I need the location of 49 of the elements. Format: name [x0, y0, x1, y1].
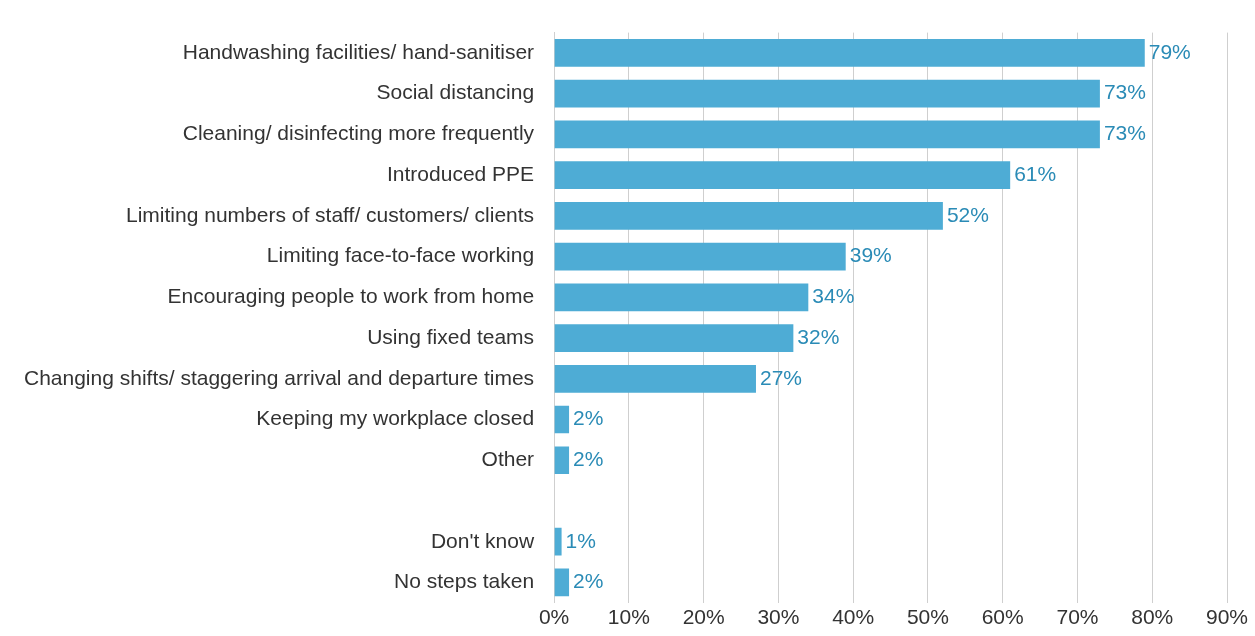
x-tick-label: 80%	[1131, 605, 1174, 629]
x-tick-label: 0%	[538, 605, 570, 629]
x-tick-label: 70%	[1056, 605, 1099, 629]
bar	[554, 364, 756, 393]
y-tick-label: Using fixed teams	[367, 324, 535, 348]
text: 27%	[759, 365, 803, 389]
bar	[554, 39, 1145, 67]
y-tick-label: Handwashing facilities/ hand-sanitiser	[182, 39, 535, 63]
x-tick-label: 60%	[981, 605, 1024, 629]
bar	[554, 79, 1100, 108]
x-tick-label: 30%	[757, 605, 800, 629]
bar	[554, 202, 943, 230]
x-tick-label: 20%	[682, 605, 725, 629]
text: 34%	[812, 284, 855, 308]
y-tick-label: Encouraging people to work from home	[167, 284, 535, 308]
y-tick-label: Social distancing	[376, 80, 535, 104]
x-tick-label: 40%	[832, 605, 875, 629]
text: 79%	[1148, 39, 1191, 63]
bar	[554, 161, 1011, 189]
text: 61%	[1014, 161, 1057, 185]
x-tick-label: 90%	[1205, 605, 1249, 629]
bar	[554, 120, 1100, 149]
y-tick-label: Introduced PPE	[387, 161, 535, 185]
text: 73%	[1103, 80, 1146, 104]
text: 73%	[1103, 121, 1146, 145]
text: 2%	[573, 447, 604, 471]
text: 2%	[573, 406, 604, 430]
bar	[554, 324, 794, 352]
bar	[554, 446, 570, 475]
text: 52%	[946, 202, 989, 226]
x-tick-label: 50%	[906, 605, 949, 629]
y-tick-label: Limiting numbers of staff/ customers/ clients	[126, 202, 535, 226]
y-tick-label: Keeping my workplace closed	[256, 406, 535, 430]
y-tick-label: Limiting face-to-face working	[266, 243, 535, 267]
bar	[554, 568, 570, 597]
bar	[554, 405, 570, 434]
text: 39%	[849, 243, 892, 267]
x-tick-label: 10%	[607, 605, 650, 629]
text: 2%	[573, 569, 604, 593]
y-tick-label: Don't know	[430, 528, 535, 552]
y-tick-label: No steps taken	[394, 569, 535, 593]
text: 1%	[565, 528, 596, 552]
y-tick-label: Changing shifts/ staggering arrival and departure times	[23, 365, 535, 389]
y-tick-label: Cleaning/ disinfecting more frequently	[182, 121, 535, 145]
y-tick-label: Other	[481, 447, 535, 471]
bar	[554, 527, 562, 556]
bar	[554, 283, 809, 312]
text: 32%	[797, 324, 840, 348]
bar	[554, 242, 846, 271]
